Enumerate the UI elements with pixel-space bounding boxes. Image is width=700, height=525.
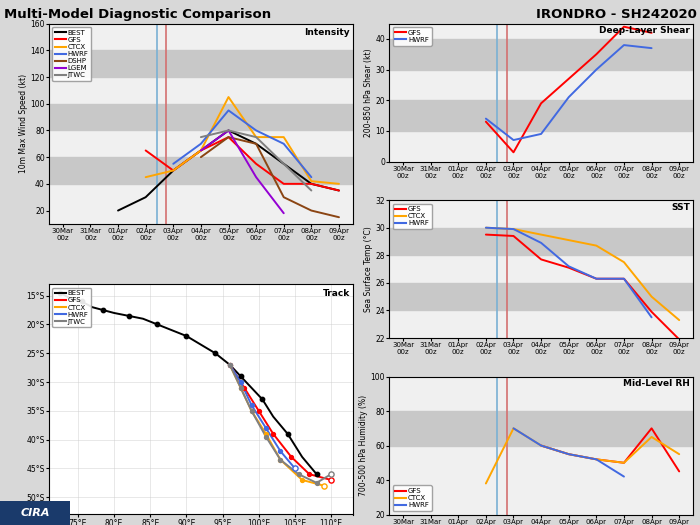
Text: IRONDRO - SH242020: IRONDRO - SH242020: [536, 8, 696, 21]
Legend: BEST, GFS, CTCX, HWRF, JTWC: BEST, GFS, CTCX, HWRF, JTWC: [52, 288, 92, 328]
Point: [260, 424, 272, 432]
Point: [224, 361, 235, 369]
Point: [286, 453, 297, 461]
Point: [181, 332, 192, 340]
Bar: [49, 104, 353, 130]
Legend: GFS, CTCX, HWRF: GFS, CTCX, HWRF: [393, 486, 432, 511]
Point: [267, 429, 279, 438]
Point: [235, 378, 246, 386]
Legend: GFS, HWRF: GFS, HWRF: [393, 27, 432, 46]
Point: [257, 395, 268, 404]
Point: [289, 464, 300, 473]
Text: Intensity: Intensity: [304, 28, 350, 37]
Point: [246, 407, 257, 415]
Point: [311, 470, 322, 478]
Bar: [49, 50, 353, 77]
Point: [275, 456, 286, 464]
Point: [246, 407, 257, 415]
Point: [76, 297, 87, 306]
Point: [210, 349, 221, 358]
Point: [311, 479, 322, 487]
Legend: GFS, CTCX, HWRF: GFS, CTCX, HWRF: [393, 204, 432, 229]
Y-axis label: 10m Max Wind Speed (kt): 10m Max Wind Speed (kt): [19, 74, 27, 173]
Point: [275, 456, 286, 464]
Point: [54, 289, 65, 297]
Y-axis label: 200-850 hPa Shear (kt): 200-850 hPa Shear (kt): [363, 48, 372, 137]
Text: CIRA: CIRA: [20, 508, 50, 518]
Bar: [389, 411, 693, 446]
Bar: [389, 100, 693, 131]
Point: [224, 361, 235, 369]
Legend: BEST, GFS, CTCX, HWRF, DSHP, LGEM, JTWC: BEST, GFS, CTCX, HWRF, DSHP, LGEM, JTWC: [52, 27, 92, 81]
Point: [224, 361, 235, 369]
Point: [282, 429, 293, 438]
Point: [304, 470, 315, 478]
Bar: [389, 228, 693, 255]
Point: [224, 361, 235, 369]
Point: [235, 372, 246, 381]
Point: [260, 429, 272, 438]
Text: SST: SST: [671, 203, 690, 212]
Text: Track: Track: [323, 289, 350, 298]
Point: [297, 476, 308, 484]
Point: [235, 384, 246, 392]
Bar: [49, 157, 353, 184]
Y-axis label: Sea Surface Temp (°C): Sea Surface Temp (°C): [363, 226, 372, 312]
Bar: [389, 283, 693, 310]
Point: [97, 306, 108, 314]
Point: [246, 401, 257, 410]
Point: [239, 384, 250, 392]
Point: [293, 470, 304, 478]
Point: [152, 320, 163, 329]
Bar: [389, 39, 693, 70]
Point: [326, 476, 337, 484]
Point: [318, 481, 330, 490]
Text: Mid-Level RH: Mid-Level RH: [623, 380, 690, 388]
Point: [253, 407, 265, 415]
Y-axis label: 700-500 hPa Humidity (%): 700-500 hPa Humidity (%): [359, 395, 368, 496]
Text: Multi-Model Diagnostic Comparison: Multi-Model Diagnostic Comparison: [4, 8, 271, 21]
Point: [326, 470, 337, 478]
Point: [235, 384, 246, 392]
Point: [260, 433, 272, 441]
Point: [275, 447, 286, 455]
Text: Deep-Layer Shear: Deep-Layer Shear: [599, 26, 690, 35]
Point: [123, 312, 134, 320]
